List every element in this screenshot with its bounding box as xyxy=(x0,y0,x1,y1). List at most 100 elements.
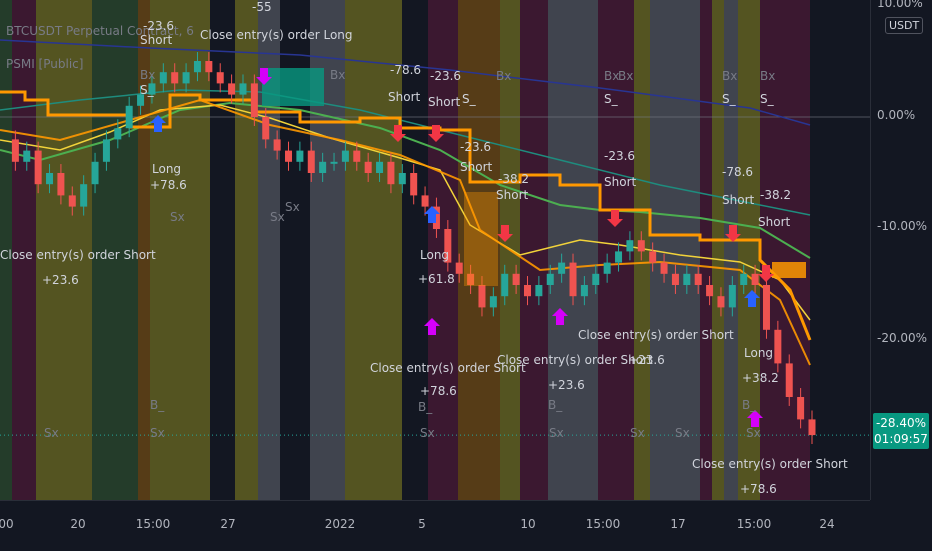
long-entry-arrow-icon xyxy=(747,410,763,427)
signal-label: Sx xyxy=(675,426,690,440)
currency-badge[interactable]: USDT xyxy=(885,17,924,34)
candle-body xyxy=(307,150,315,173)
candle-body xyxy=(455,262,463,274)
short-entry-arrow-icon xyxy=(497,225,513,242)
signal-label: Sx xyxy=(150,426,165,440)
candle-body xyxy=(46,173,54,185)
signal-label: Bx xyxy=(604,69,620,83)
signal-label: -23.6 xyxy=(143,19,175,33)
price-axis[interactable]: 10.00% USDT 0.00% -10.00% -20.00% -28.40… xyxy=(870,0,932,500)
signal-label: Short xyxy=(140,33,173,47)
candle-body xyxy=(364,161,372,173)
signal-label: Bx xyxy=(330,68,346,82)
signal-label: Bx xyxy=(140,68,156,82)
candle-body xyxy=(637,240,645,252)
candle-body xyxy=(159,72,167,84)
signal-label: Short xyxy=(604,175,637,189)
signal-label: Long xyxy=(152,162,182,176)
candle-body xyxy=(683,273,691,285)
symbol-legend[interactable]: BTCUSDT Perpetual Contract, 6 xyxy=(6,24,194,38)
signal-label: Sx xyxy=(170,210,185,224)
signal-label: Sx xyxy=(630,426,645,440)
short-entry-arrow-icon xyxy=(725,225,741,242)
y-tick-label: -10.00% xyxy=(877,219,928,233)
signal-label: -23.6 xyxy=(430,69,462,83)
signal-label: Short xyxy=(496,188,529,202)
session-band xyxy=(0,0,12,500)
candle-body xyxy=(558,262,566,274)
candle-body xyxy=(478,285,486,308)
candle-body xyxy=(182,72,190,84)
signal-label: B_ xyxy=(150,398,165,412)
candle-body xyxy=(592,273,600,285)
x-tick-label: 5 xyxy=(418,517,426,531)
candle-body xyxy=(262,117,270,140)
session-band xyxy=(12,0,36,500)
candle-body xyxy=(23,150,31,162)
signal-label: Close entry(s) order Short xyxy=(578,328,734,342)
signal-label: Long xyxy=(744,346,774,360)
candle-body xyxy=(193,61,201,73)
candle-body xyxy=(91,161,99,185)
candle-body xyxy=(341,150,349,162)
candle-body xyxy=(626,240,634,252)
candle-body xyxy=(68,195,76,207)
candle-body xyxy=(171,72,179,84)
indicator-legend[interactable]: PSMI [Public] xyxy=(6,57,84,71)
candle-body xyxy=(762,285,770,330)
signal-label: +23.6 xyxy=(628,353,665,367)
signal-label: Sx xyxy=(44,426,59,440)
session-band xyxy=(36,0,92,500)
chart-plot-area[interactable]: BTCUSDT Perpetual Contract, 6 PSMI [Publ… xyxy=(0,0,870,500)
x-tick-label: 15:00 xyxy=(736,517,772,531)
trend-line-yellow xyxy=(0,104,811,321)
current-value-tag: -28.40% 01:09:57 xyxy=(873,413,929,449)
candle-body xyxy=(615,251,623,263)
signal-label: Close entry(s) order Short xyxy=(370,361,526,375)
session-band xyxy=(520,0,548,500)
candle-body xyxy=(774,329,782,364)
bar-countdown: 01:09:57 xyxy=(874,432,928,446)
signal-label: -23.6 xyxy=(460,140,492,154)
signal-label: +23.6 xyxy=(42,273,79,287)
candle-body xyxy=(706,285,714,297)
candle-body xyxy=(216,72,224,84)
signal-label: +78.6 xyxy=(420,384,457,398)
price-chart xyxy=(0,0,870,500)
session-band xyxy=(428,0,458,500)
long-entry-arrow-icon xyxy=(424,318,440,335)
signal-label: Long xyxy=(420,248,450,262)
long-entry-arrow-icon xyxy=(150,115,166,132)
session-band xyxy=(700,0,712,500)
candle-body xyxy=(808,419,816,436)
candle-body xyxy=(671,273,679,285)
candle-body xyxy=(410,173,418,196)
candle-body xyxy=(535,285,543,297)
session-band xyxy=(345,0,402,500)
time-axis[interactable]: 00 20 15:00 27 2022 5 10 15:00 17 15:00 … xyxy=(0,500,870,551)
signal-label: -38.2 xyxy=(498,172,530,186)
candle-body xyxy=(273,139,281,151)
candle-body xyxy=(319,161,327,173)
long-entry-arrow-icon xyxy=(424,206,440,223)
candle-body xyxy=(728,285,736,308)
session-band xyxy=(724,0,738,500)
candle-body xyxy=(125,105,133,129)
candle-body xyxy=(228,83,236,95)
signal-label: Short xyxy=(758,215,791,229)
signal-label: Sx xyxy=(285,200,300,214)
long-entry-arrow-icon xyxy=(552,308,568,325)
candle-body xyxy=(751,273,759,285)
candle-body xyxy=(649,251,657,263)
short-entry-arrow-icon xyxy=(758,265,774,282)
x-tick-label: 20 xyxy=(70,517,86,531)
x-tick-label: 24 xyxy=(819,517,835,531)
mid-ma-line xyxy=(0,89,811,216)
candle-body xyxy=(387,161,395,185)
signal-label: S_ xyxy=(140,83,154,97)
candle-body xyxy=(376,161,384,173)
signal-label: -38.2 xyxy=(760,188,792,202)
candle-body xyxy=(34,150,42,185)
signal-label: B_ xyxy=(742,398,757,412)
session-band xyxy=(650,0,700,500)
